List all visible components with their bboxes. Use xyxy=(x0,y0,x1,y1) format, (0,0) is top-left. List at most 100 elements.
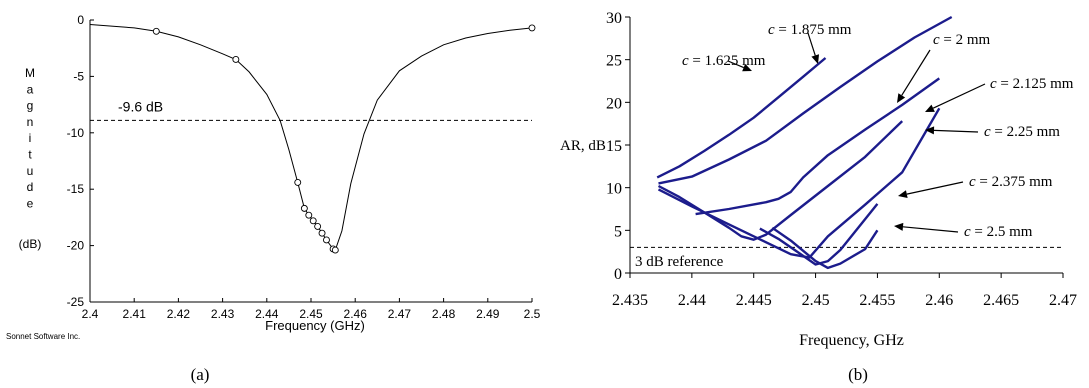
x-tick-label: 2.46 xyxy=(344,307,368,321)
annotation-value: = 1.875 mm xyxy=(775,22,852,38)
annotation-value: = 1.625 mm xyxy=(689,53,766,69)
annotation-variable: c xyxy=(990,76,997,92)
y-axis-label-letter: d xyxy=(27,180,34,194)
annotation-arrow-shaft xyxy=(932,83,986,109)
x-tick-label: 2.5 xyxy=(524,307,541,321)
x-tick-label: 2.47 xyxy=(1049,292,1077,309)
y-axis-unit-label: (dB) xyxy=(19,237,42,251)
annotation-value: = 2.25 mm xyxy=(991,124,1061,140)
data-marker xyxy=(318,229,326,237)
x-tick-label: 2.47 xyxy=(388,307,412,321)
data-marker xyxy=(314,222,322,230)
x-axis-label: Frequency (GHz) xyxy=(265,318,365,333)
data-marker xyxy=(528,24,536,32)
x-tick-label: 2.42 xyxy=(167,307,191,321)
annotation-arrow-shaft xyxy=(727,60,744,69)
x-tick-label: 2.48 xyxy=(432,307,456,321)
reference-label: 3 dB reference xyxy=(635,254,724,270)
y-tick-label: -25 xyxy=(67,295,85,309)
y-tick-label: 20 xyxy=(606,95,622,112)
annotation-arrowhead xyxy=(811,54,820,64)
annotation-arrowhead xyxy=(742,63,752,72)
y-axis-label-letter: e xyxy=(27,196,34,210)
x-tick-label: 2.4 xyxy=(82,307,99,321)
y-tick-label: 10 xyxy=(606,181,622,198)
x-tick-label: 2.41 xyxy=(123,307,147,321)
series-annotation-label: c = 2.125 mm xyxy=(990,76,1074,92)
annotation-arrow-shaft xyxy=(901,49,931,96)
y-tick-label: -15 xyxy=(67,182,85,196)
series-annotation-label: c = 2 mm xyxy=(933,32,991,48)
y-axis-label-letter: u xyxy=(27,164,34,178)
x-tick-label: 2.46 xyxy=(925,292,953,309)
series-annotation-label: c = 2.5 mm xyxy=(964,224,1033,240)
series-line xyxy=(658,15,953,185)
series-annotation-label: c = 2.25 mm xyxy=(984,124,1060,140)
y-axis-label-letter: i xyxy=(29,131,32,145)
y-tick-label: 5 xyxy=(614,223,622,240)
annotation-value: = 2.5 mm xyxy=(971,224,1033,240)
y-tick-label: 25 xyxy=(606,53,622,70)
panel-label-b: (b) xyxy=(848,365,868,384)
annotation-arrow-shaft xyxy=(906,181,964,195)
panel-label-a: (a) xyxy=(191,365,210,384)
data-marker xyxy=(309,217,317,225)
annotation-arrow-shaft xyxy=(902,226,959,233)
y-tick-label: -10 xyxy=(67,126,85,140)
data-marker xyxy=(305,211,313,219)
series-annotation-label: c = 2.375 mm xyxy=(969,174,1053,190)
x-axis-label: Frequency, GHz xyxy=(799,332,904,349)
y-axis-label-letter: g xyxy=(27,99,34,113)
x-tick-label: 2.49 xyxy=(476,307,500,321)
data-marker xyxy=(323,236,330,244)
annotation-arrowhead xyxy=(925,104,935,112)
annotation-variable: c xyxy=(682,53,689,69)
series-line xyxy=(771,226,879,270)
x-tick-label: 2.45 xyxy=(299,307,323,321)
x-tick-label: 2.45 xyxy=(802,292,830,309)
y-axis-label-letter: t xyxy=(28,148,32,162)
y-axis-label-letter: M xyxy=(25,66,35,80)
annotation-value: = 2.375 mm xyxy=(976,174,1053,190)
annotation-variable: c xyxy=(933,32,940,48)
annotation-arrowhead xyxy=(894,222,904,231)
annotation-value: = 2 mm xyxy=(940,32,991,48)
series-annotation-label: c = 1.875 mm xyxy=(768,22,852,38)
annotation-arrowhead xyxy=(897,93,906,103)
series-line xyxy=(657,107,941,259)
x-tick-label: 2.455 xyxy=(859,292,895,309)
series-annotation-label: c = 1.625 mm xyxy=(682,53,766,69)
series-line xyxy=(657,120,904,241)
x-tick-label: 2.43 xyxy=(211,307,235,321)
annotation-variable: c xyxy=(969,174,976,190)
data-marker xyxy=(300,204,308,212)
data-marker xyxy=(331,246,339,254)
annotation-arrowhead xyxy=(925,126,935,135)
annotation-arrow-shaft xyxy=(807,32,816,56)
x-tick-label: 2.44 xyxy=(255,307,279,321)
series-line xyxy=(656,57,827,179)
annotation-value: = 2.125 mm xyxy=(997,76,1074,92)
y-tick-label: 0 xyxy=(614,266,622,283)
annotation-variable: c xyxy=(984,124,991,140)
x-tick-label: 2.465 xyxy=(983,292,1019,309)
x-tick-label: 2.435 xyxy=(612,292,648,309)
data-marker xyxy=(232,56,240,63)
reference-label: -9.6 dB xyxy=(118,98,163,114)
y-tick-label: 30 xyxy=(606,10,622,27)
panel-a-magnitude-chart: 2.4 2.41 2.42 2.43 2.44 2.45 2.46 2.47 2.48 2.49 2… xyxy=(6,13,541,384)
annotation-variable: c xyxy=(964,224,971,240)
annotation-variable: c xyxy=(768,22,775,38)
annotation-arrow-shaft xyxy=(933,129,979,133)
series-line xyxy=(695,77,940,216)
x-tick-label: 2.44 xyxy=(678,292,706,309)
y-axis-label-letter: a xyxy=(27,82,34,96)
series-line xyxy=(759,203,879,266)
y-axis-label: AR, dB xyxy=(560,138,606,154)
panel-b-axial-ratio-chart: 0 5 10 15 20 25 30 2.435 2.44 2.445 2.45 2.455 2.46 2… xyxy=(560,10,1077,384)
y-tick-label: 15 xyxy=(606,138,622,155)
data-marker xyxy=(152,27,160,35)
annotation-arrowhead xyxy=(898,190,908,199)
y-tick-label: -20 xyxy=(67,239,85,253)
